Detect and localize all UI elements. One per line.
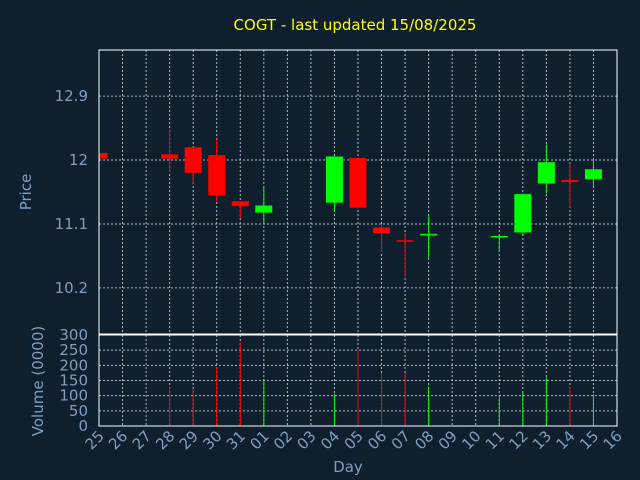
x-tick-label: 13 (529, 427, 555, 453)
candle-body (255, 205, 273, 213)
x-tick-label: 31 (223, 427, 249, 453)
x-tick-label: 10 (458, 427, 484, 453)
candle-body (373, 227, 391, 234)
candle-body (208, 155, 226, 196)
x-tick-label: 06 (364, 427, 390, 453)
candle-body (325, 156, 343, 203)
volume-tick-label: 0 (78, 417, 88, 435)
price-tick-label: 11.1 (55, 215, 88, 233)
candle-body (514, 194, 532, 233)
candle-body (396, 240, 414, 242)
x-tick-label: 03 (294, 427, 320, 453)
volume-frame (98, 334, 618, 427)
volume-tick-label: 250 (59, 341, 88, 359)
candle-body (537, 162, 555, 184)
volume-tick-label: 200 (59, 356, 88, 374)
x-tick-label: 02 (270, 427, 296, 453)
candle-body (420, 233, 438, 236)
price-axis-label: Price (17, 174, 35, 211)
price-tick-label: 12.9 (55, 87, 88, 105)
volume-axis-label: Volume (0000) (29, 326, 47, 436)
x-tick-label: 16 (600, 427, 626, 453)
candle-body (161, 154, 179, 159)
x-tick-label: 07 (388, 427, 414, 453)
x-tick-labels: 2526272829303101020304050607080910111213… (82, 427, 626, 453)
price-frame (98, 49, 618, 335)
x-tick-label: 30 (199, 427, 225, 453)
x-tick-label: 29 (176, 427, 202, 453)
x-tick-label: 26 (105, 427, 131, 453)
x-tick-label: 09 (435, 427, 461, 453)
x-tick-label: 12 (505, 427, 531, 453)
x-tick-label: 08 (411, 427, 437, 453)
x-tick-label: 01 (246, 427, 272, 453)
candle-body (561, 179, 579, 183)
chart-title: COGT - last updated 15/08/2025 (234, 16, 477, 34)
x-tick-label: 27 (129, 427, 155, 453)
candle-body (231, 201, 249, 207)
price-tick-label: 12 (69, 151, 88, 169)
candle-body (99, 152, 108, 159)
x-tick-label: 14 (553, 427, 579, 453)
volume-tick-label: 100 (59, 387, 88, 405)
candle-body (349, 157, 367, 208)
volume-tick-label: 300 (59, 326, 88, 344)
x-tick-label: 04 (317, 427, 343, 453)
candle-body (490, 236, 508, 238)
x-tick-label: 28 (152, 427, 178, 453)
candle-body (184, 147, 202, 173)
x-tick-label: 15 (576, 427, 602, 453)
candle-body (584, 169, 602, 180)
price-tick-label: 10.2 (55, 279, 88, 297)
volume-tick-label: 150 (59, 372, 88, 390)
x-axis-label: Day (333, 458, 363, 476)
x-tick-label: 11 (482, 427, 508, 453)
x-tick-label: 05 (341, 427, 367, 453)
volume-tick-label: 50 (69, 402, 88, 420)
price-panel: 12.9 12 11.1 10.2 (55, 49, 618, 335)
